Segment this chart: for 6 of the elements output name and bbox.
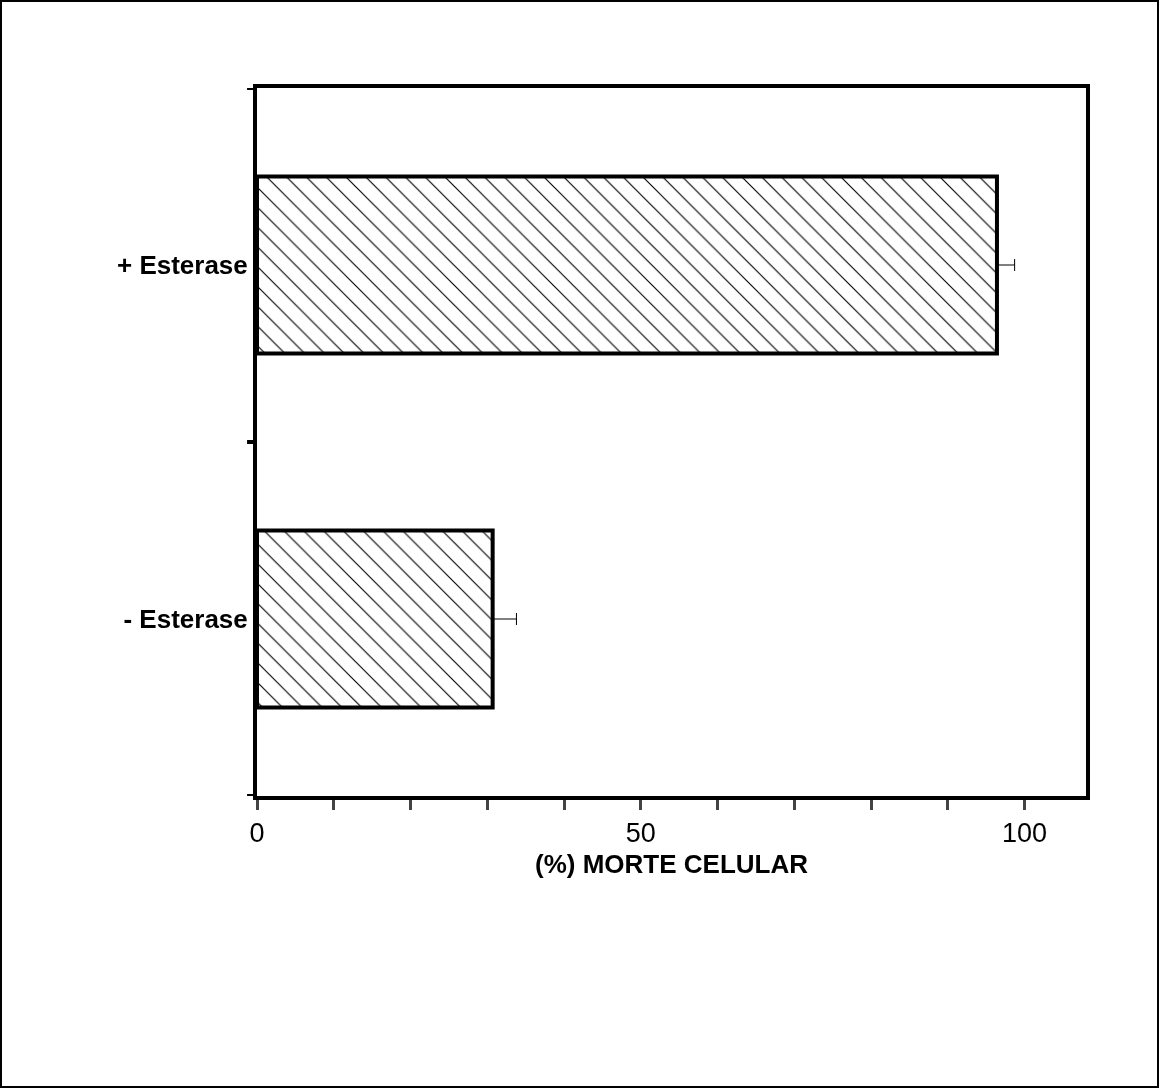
y-tick-label: - Esterase xyxy=(123,604,248,635)
x-tick-label: 100 xyxy=(1002,818,1048,849)
x-axis-title: (%) MORTE CELULAR xyxy=(535,848,809,879)
x-tick-label: 50 xyxy=(625,818,656,849)
x-tick-label: 0 xyxy=(249,818,265,849)
y-tick-label: + Esterase xyxy=(116,250,248,281)
